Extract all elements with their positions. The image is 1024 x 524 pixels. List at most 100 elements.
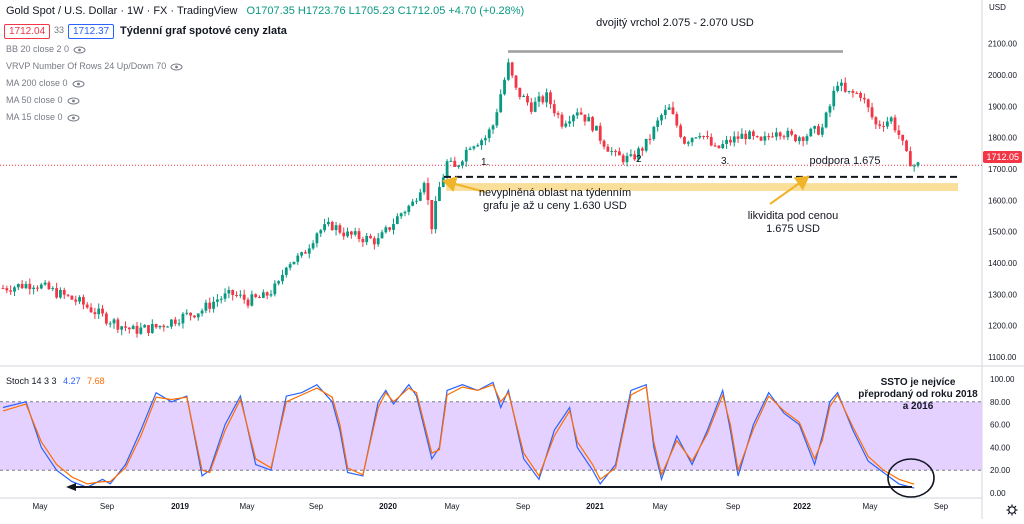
- time-tick-label: May: [862, 502, 877, 511]
- touch-point-2: 2: [636, 154, 642, 165]
- candle-body: [388, 227, 392, 230]
- eye-icon[interactable]: [67, 97, 80, 105]
- candle-body: [449, 160, 453, 162]
- time-tick-label: Sep: [934, 502, 949, 511]
- candle-body: [166, 326, 170, 328]
- candle-body: [150, 324, 154, 333]
- currency-label[interactable]: USD: [989, 3, 1006, 12]
- candle-body: [491, 125, 495, 130]
- candle-body: [824, 112, 828, 128]
- indicator-label: MA 15 close 0: [6, 112, 63, 122]
- candle-body: [327, 221, 330, 225]
- price-tick-label: 1500.00: [988, 228, 1017, 237]
- candle-body: [434, 201, 438, 230]
- candle-body: [533, 101, 537, 112]
- gap-note-line1: nevyplněná oblast na týdenním: [479, 187, 631, 199]
- candle-body: [522, 95, 526, 98]
- candle-body: [261, 292, 265, 298]
- candle-body: [771, 136, 774, 138]
- candle-body: [334, 225, 338, 231]
- eye-icon[interactable]: [67, 114, 80, 122]
- candle-body: [468, 148, 472, 150]
- candle-body: [614, 151, 617, 153]
- candle-body: [143, 325, 147, 328]
- symbol-title[interactable]: Gold Spot / U.S. Dollar · 1W · FX · Trad…: [6, 5, 238, 17]
- candle-body: [288, 264, 292, 268]
- candle-body: [652, 126, 656, 139]
- stoch-trend-arrowhead: [66, 483, 76, 491]
- candle-body: [767, 136, 771, 138]
- candle-body: [506, 62, 510, 80]
- candle-body: [552, 104, 556, 114]
- indicator-label: MA 50 close 0: [6, 95, 63, 105]
- indicator-ma200[interactable]: MA 200 close 0: [6, 78, 85, 88]
- candle-body: [786, 130, 790, 138]
- stoch-band: [0, 401, 982, 471]
- candle-body: [281, 274, 284, 282]
- eye-icon[interactable]: [170, 63, 183, 71]
- candle-body: [323, 224, 326, 231]
- candle-body: [445, 161, 449, 178]
- candle-body: [265, 292, 269, 296]
- candle-body: [748, 131, 751, 140]
- candle-body: [1, 288, 5, 290]
- candle-body: [457, 165, 460, 167]
- candle-body: [43, 282, 47, 285]
- liquidity-arrow: [769, 175, 810, 205]
- candle-body: [863, 97, 866, 100]
- candle-body: [5, 288, 9, 291]
- candle-body: [170, 319, 173, 327]
- candle-body: [415, 200, 418, 202]
- time-tick-label: May: [239, 502, 254, 511]
- candle-body: [147, 325, 150, 333]
- candle-body: [346, 231, 349, 237]
- candle-body: [380, 232, 384, 239]
- candle-body: [116, 319, 120, 330]
- candle-body: [338, 225, 342, 233]
- candle-body: [135, 325, 139, 334]
- indicator-ma50[interactable]: MA 50 close 0: [6, 95, 80, 105]
- candle-body: [549, 92, 552, 105]
- candle-body: [690, 137, 694, 143]
- candle-body: [721, 143, 725, 149]
- indicator-label: VRVP Number Of Rows 24 Up/Down 70: [6, 61, 167, 71]
- indicator-bb[interactable]: BB 20 close 2 0: [6, 44, 86, 54]
- settings-gear-icon[interactable]: [1006, 503, 1018, 521]
- time-tick-label: Sep: [726, 502, 741, 511]
- stoch-label: Stoch 14 3 3: [6, 376, 57, 386]
- candle-body: [782, 136, 786, 138]
- candle-body: [882, 125, 885, 127]
- eye-icon[interactable]: [73, 46, 86, 54]
- time-tick-label: 2021: [586, 502, 604, 511]
- candle-body: [461, 161, 464, 166]
- candle-body: [556, 113, 560, 115]
- candle-body: [912, 165, 916, 167]
- candle-body: [510, 62, 514, 76]
- candle-body: [606, 146, 610, 152]
- bid-price-box[interactable]: 1712.04: [4, 24, 51, 39]
- candle-body: [621, 155, 625, 163]
- candle-body: [300, 252, 304, 256]
- stoch-legend[interactable]: Stoch 14 3 3 4.27 7.68: [6, 376, 105, 386]
- ask-price-box[interactable]: 1712.37: [68, 24, 115, 39]
- candle-body: [809, 128, 813, 137]
- candle-body: [755, 136, 759, 138]
- candle-body: [702, 135, 706, 137]
- candle-body: [78, 297, 81, 302]
- ssto-note-line1: SSTO je nejvíce: [881, 377, 956, 388]
- eye-icon[interactable]: [72, 80, 85, 88]
- indicator-ma15[interactable]: MA 15 close 0: [6, 112, 80, 122]
- price-tick-label: 1700.00: [988, 165, 1017, 174]
- candle-body: [679, 125, 683, 137]
- candle-body: [430, 199, 434, 230]
- candle-body: [438, 187, 441, 202]
- candle-body: [426, 183, 430, 200]
- indicator-vrvp[interactable]: VRVP Number Of Rows 24 Up/Down 70: [6, 61, 183, 71]
- candle-body: [663, 109, 667, 116]
- candle-body: [311, 243, 315, 249]
- candle-body: [353, 231, 357, 235]
- candle-body: [832, 90, 836, 107]
- candle-body: [617, 151, 621, 156]
- candle-body: [499, 94, 503, 113]
